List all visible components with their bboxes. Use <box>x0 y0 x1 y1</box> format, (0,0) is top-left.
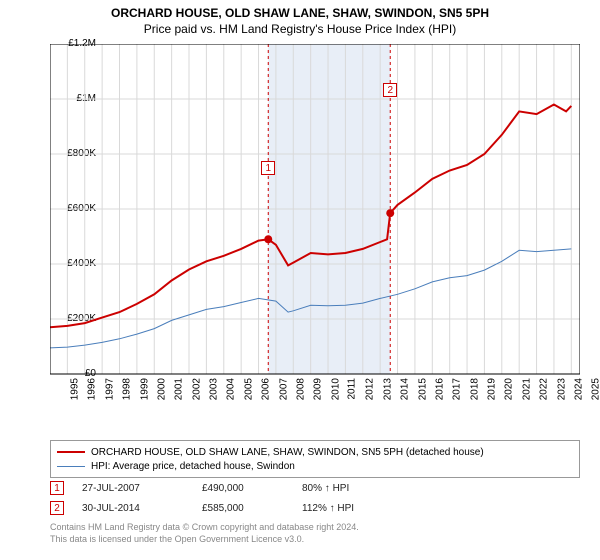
x-tick-label: 2012 <box>365 378 376 400</box>
x-tick-label: 2019 <box>486 378 497 400</box>
x-tick-label: 2005 <box>243 378 254 400</box>
legend: ORCHARD HOUSE, OLD SHAW LANE, SHAW, SWIN… <box>50 440 580 478</box>
price-chart: £0£200K£400K£600K£800K£1M£1.2M 199519961… <box>50 44 580 404</box>
x-tick-label: 2018 <box>469 378 480 400</box>
chart-title-line1: ORCHARD HOUSE, OLD SHAW LANE, SHAW, SWIN… <box>0 6 600 20</box>
chart-svg <box>50 44 580 404</box>
sale-marker-2-box: 2 <box>383 83 397 97</box>
x-tick-label: 2001 <box>174 378 185 400</box>
table-row: 1 27-JUL-2007 £490,000 80% ↑ HPI <box>50 478 422 498</box>
x-tick-label: 1997 <box>104 378 115 400</box>
x-tick-label: 2002 <box>191 378 202 400</box>
sale-2-pct: 112% ↑ HPI <box>302 503 422 514</box>
sale-1-pct: 80% ↑ HPI <box>302 483 422 494</box>
x-tick-label: 2003 <box>208 378 219 400</box>
x-tick-label: 1998 <box>121 378 132 400</box>
x-tick-label: 2004 <box>226 378 237 400</box>
x-tick-label: 1999 <box>139 378 150 400</box>
sale-2-date: 30-JUL-2014 <box>82 503 202 514</box>
x-tick-label: 2010 <box>330 378 341 400</box>
x-tick-label: 2016 <box>434 378 445 400</box>
chart-title-line2: Price paid vs. HM Land Registry's House … <box>0 22 600 36</box>
footer-line2: This data is licensed under the Open Gov… <box>50 534 359 546</box>
x-tick-label: 1996 <box>87 378 98 400</box>
x-tick-label: 2023 <box>556 378 567 400</box>
x-tick-label: 2007 <box>278 378 289 400</box>
sale-marker-2-icon: 2 <box>50 501 64 515</box>
x-tick-label: 1995 <box>69 378 80 400</box>
x-tick-label: 2006 <box>260 378 271 400</box>
x-tick-label: 2024 <box>573 378 584 400</box>
sale-marker-1-box: 1 <box>261 161 275 175</box>
sales-table: 1 27-JUL-2007 £490,000 80% ↑ HPI 2 30-JU… <box>50 478 422 518</box>
sale-1-date: 27-JUL-2007 <box>82 483 202 494</box>
x-tick-label: 2000 <box>156 378 167 400</box>
x-tick-label: 2008 <box>295 378 306 400</box>
x-tick-label: 2021 <box>521 378 532 400</box>
legend-label-hpi: HPI: Average price, detached house, Swin… <box>91 461 295 472</box>
footer-attribution: Contains HM Land Registry data © Crown c… <box>50 522 359 545</box>
legend-swatch-orchard <box>57 451 85 453</box>
x-tick-label: 2011 <box>347 378 358 400</box>
legend-label-orchard: ORCHARD HOUSE, OLD SHAW LANE, SHAW, SWIN… <box>91 447 484 458</box>
legend-item-orchard: ORCHARD HOUSE, OLD SHAW LANE, SHAW, SWIN… <box>57 445 573 459</box>
x-tick-label: 2020 <box>504 378 515 400</box>
table-row: 2 30-JUL-2014 £585,000 112% ↑ HPI <box>50 498 422 518</box>
sale-1-price: £490,000 <box>202 483 302 494</box>
x-tick-label: 2014 <box>399 378 410 400</box>
x-tick-label: 2022 <box>538 378 549 400</box>
x-tick-label: 2025 <box>591 378 600 400</box>
legend-swatch-hpi <box>57 466 85 467</box>
sale-marker-1-icon: 1 <box>50 481 64 495</box>
x-tick-label: 2013 <box>382 378 393 400</box>
x-tick-label: 2015 <box>417 378 428 400</box>
sale-2-price: £585,000 <box>202 503 302 514</box>
x-tick-label: 2009 <box>313 378 324 400</box>
x-tick-label: 2017 <box>452 378 463 400</box>
legend-item-hpi: HPI: Average price, detached house, Swin… <box>57 459 573 473</box>
footer-line1: Contains HM Land Registry data © Crown c… <box>50 522 359 534</box>
